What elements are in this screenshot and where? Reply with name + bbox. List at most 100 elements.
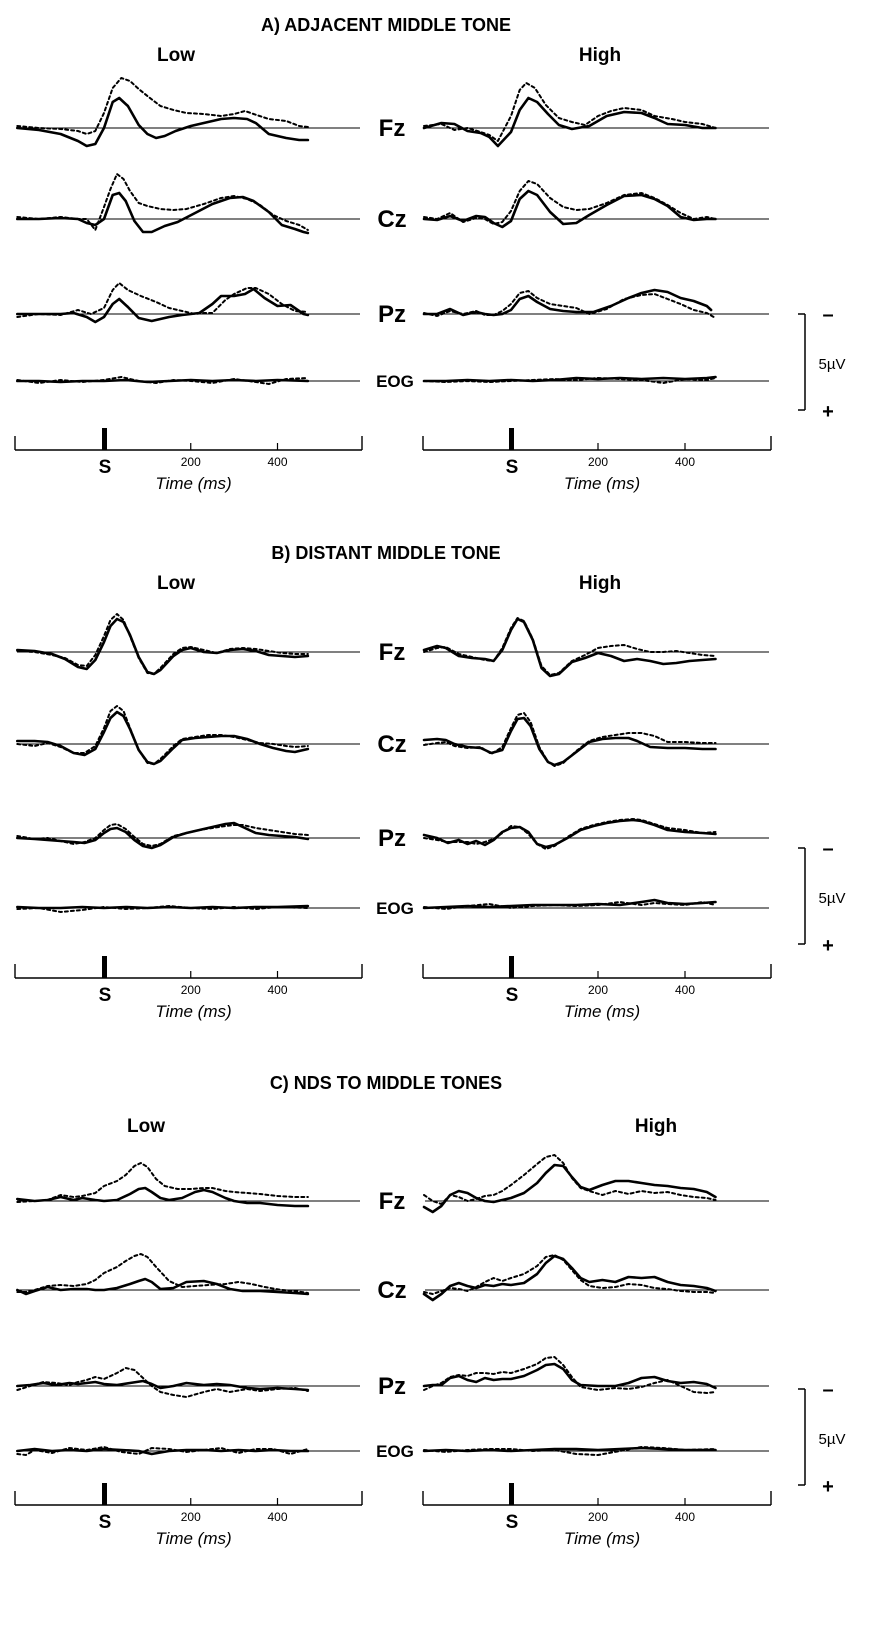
dotted-trace bbox=[423, 1254, 717, 1295]
dotted-trace bbox=[16, 613, 309, 675]
time-axis: S 200 400 Time (ms) bbox=[14, 1483, 363, 1548]
time-axis: S 200 400 Time (ms) bbox=[422, 1483, 772, 1548]
tick-label: 200 bbox=[588, 455, 608, 469]
dotted-trace bbox=[16, 1253, 309, 1294]
solid-trace bbox=[16, 1186, 310, 1208]
calibration-label: 5µV bbox=[819, 356, 846, 373]
electrode-label: Fz bbox=[379, 639, 406, 666]
tick-label: 200 bbox=[181, 455, 201, 469]
panel-title: A) ADJACENT MIDDLE TONE bbox=[261, 15, 511, 35]
dotted-trace bbox=[423, 1154, 717, 1205]
trace-group-eog: EOG bbox=[16, 899, 414, 918]
x-axis-label: Time (ms) bbox=[155, 1002, 231, 1021]
tick-label: 200 bbox=[588, 1510, 608, 1524]
x-axis-label: Time (ms) bbox=[564, 1002, 640, 1021]
dotted-trace bbox=[16, 1446, 309, 1456]
panel-title: C) NDS TO MIDDLE TONES bbox=[270, 1073, 502, 1093]
stimulus-label: S bbox=[99, 457, 112, 478]
solid-trace bbox=[422, 288, 713, 317]
stimulus-label: S bbox=[99, 985, 112, 1006]
trace-group-cz: Cz bbox=[16, 1253, 407, 1304]
trace-group-fz bbox=[422, 82, 769, 148]
trace-group-pz bbox=[422, 288, 769, 319]
time-axis: S 200 400 Time (ms) bbox=[422, 428, 772, 493]
calibration-bar: – 5µV + bbox=[798, 838, 846, 957]
trace-group-eog bbox=[422, 898, 769, 910]
stimulus-marker bbox=[509, 956, 514, 978]
time-axis: S 200 400 Time (ms) bbox=[14, 428, 363, 493]
solid-trace bbox=[422, 898, 717, 910]
x-axis-label: Time (ms) bbox=[564, 1529, 640, 1548]
x-axis-label: Time (ms) bbox=[564, 474, 640, 493]
condition-label: High bbox=[635, 1116, 677, 1137]
stimulus-label: S bbox=[99, 1512, 112, 1533]
solid-trace bbox=[16, 617, 310, 676]
trace-group-pz bbox=[422, 1356, 769, 1394]
trace-group-fz bbox=[422, 617, 769, 678]
tick-label: 400 bbox=[267, 983, 287, 997]
solid-trace bbox=[422, 1163, 717, 1214]
panel-title: B) DISTANT MIDDLE TONE bbox=[271, 543, 500, 563]
calibration-negative: – bbox=[822, 304, 833, 326]
electrode-label: Fz bbox=[379, 1188, 406, 1215]
trace-group-cz bbox=[422, 180, 769, 229]
tick-label: 200 bbox=[181, 1510, 201, 1524]
trace-group-cz: Cz bbox=[16, 173, 407, 235]
tick-label: 400 bbox=[675, 1510, 695, 1524]
solid-trace bbox=[422, 375, 717, 383]
electrode-label: EOG bbox=[376, 1442, 414, 1461]
stimulus-label: S bbox=[506, 1512, 519, 1533]
tick-label: 200 bbox=[181, 983, 201, 997]
calibration-label: 5µV bbox=[819, 1431, 846, 1448]
solid-trace bbox=[422, 716, 717, 767]
solid-trace bbox=[16, 287, 310, 324]
stimulus-marker bbox=[102, 956, 107, 978]
solid-trace bbox=[16, 378, 310, 384]
condition-label: High bbox=[579, 573, 621, 594]
dotted-trace bbox=[16, 1162, 309, 1203]
stimulus-marker bbox=[509, 428, 514, 450]
solid-trace bbox=[422, 818, 717, 849]
solid-trace bbox=[16, 191, 310, 235]
condition-label: High bbox=[579, 45, 621, 66]
dotted-trace bbox=[16, 282, 309, 318]
electrode-label: Fz bbox=[379, 115, 406, 142]
electrode-label: EOG bbox=[376, 899, 414, 918]
condition-label: Low bbox=[157, 45, 195, 66]
solid-trace bbox=[16, 821, 310, 850]
solid-trace bbox=[422, 189, 717, 229]
condition-label: Low bbox=[127, 1116, 165, 1137]
electrode-label: Cz bbox=[377, 206, 406, 233]
solid-trace bbox=[422, 1446, 717, 1453]
solid-trace bbox=[422, 1254, 717, 1302]
calibration-positive: + bbox=[822, 935, 834, 957]
stimulus-label: S bbox=[506, 985, 519, 1006]
time-axis: S 200 400 Time (ms) bbox=[422, 956, 772, 1021]
stimulus-marker bbox=[509, 1483, 514, 1505]
trace-group-fz: Fz bbox=[16, 1162, 406, 1215]
calibration-positive: + bbox=[822, 401, 834, 423]
trace-group-fz: Fz bbox=[16, 613, 406, 676]
electrode-label: Pz bbox=[378, 1373, 406, 1400]
dotted-trace bbox=[16, 77, 309, 135]
dotted-trace bbox=[16, 1367, 309, 1398]
trace-group-eog: EOG bbox=[16, 372, 414, 391]
trace-group-pz: Pz bbox=[16, 1367, 406, 1400]
trace-group-pz: Pz bbox=[16, 282, 406, 328]
x-axis-label: Time (ms) bbox=[155, 474, 231, 493]
solid-trace bbox=[16, 1277, 310, 1296]
solid-trace bbox=[16, 904, 310, 910]
tick-label: 400 bbox=[267, 1510, 287, 1524]
calibration-positive: + bbox=[822, 1476, 834, 1498]
tick-label: 200 bbox=[588, 983, 608, 997]
x-axis-label: Time (ms) bbox=[155, 1529, 231, 1548]
trace-group-pz: Pz bbox=[16, 821, 406, 852]
trace-group-cz bbox=[422, 1254, 769, 1302]
panel-a: A) ADJACENT MIDDLE TONE Low Fz Cz Pz EOG S 200 4… bbox=[14, 15, 846, 493]
calibration-bar: – 5µV + bbox=[798, 304, 846, 423]
solid-trace bbox=[16, 710, 310, 766]
stimulus-marker bbox=[102, 428, 107, 450]
trace-group-eog: EOG bbox=[16, 1442, 414, 1461]
solid-trace bbox=[422, 617, 717, 678]
